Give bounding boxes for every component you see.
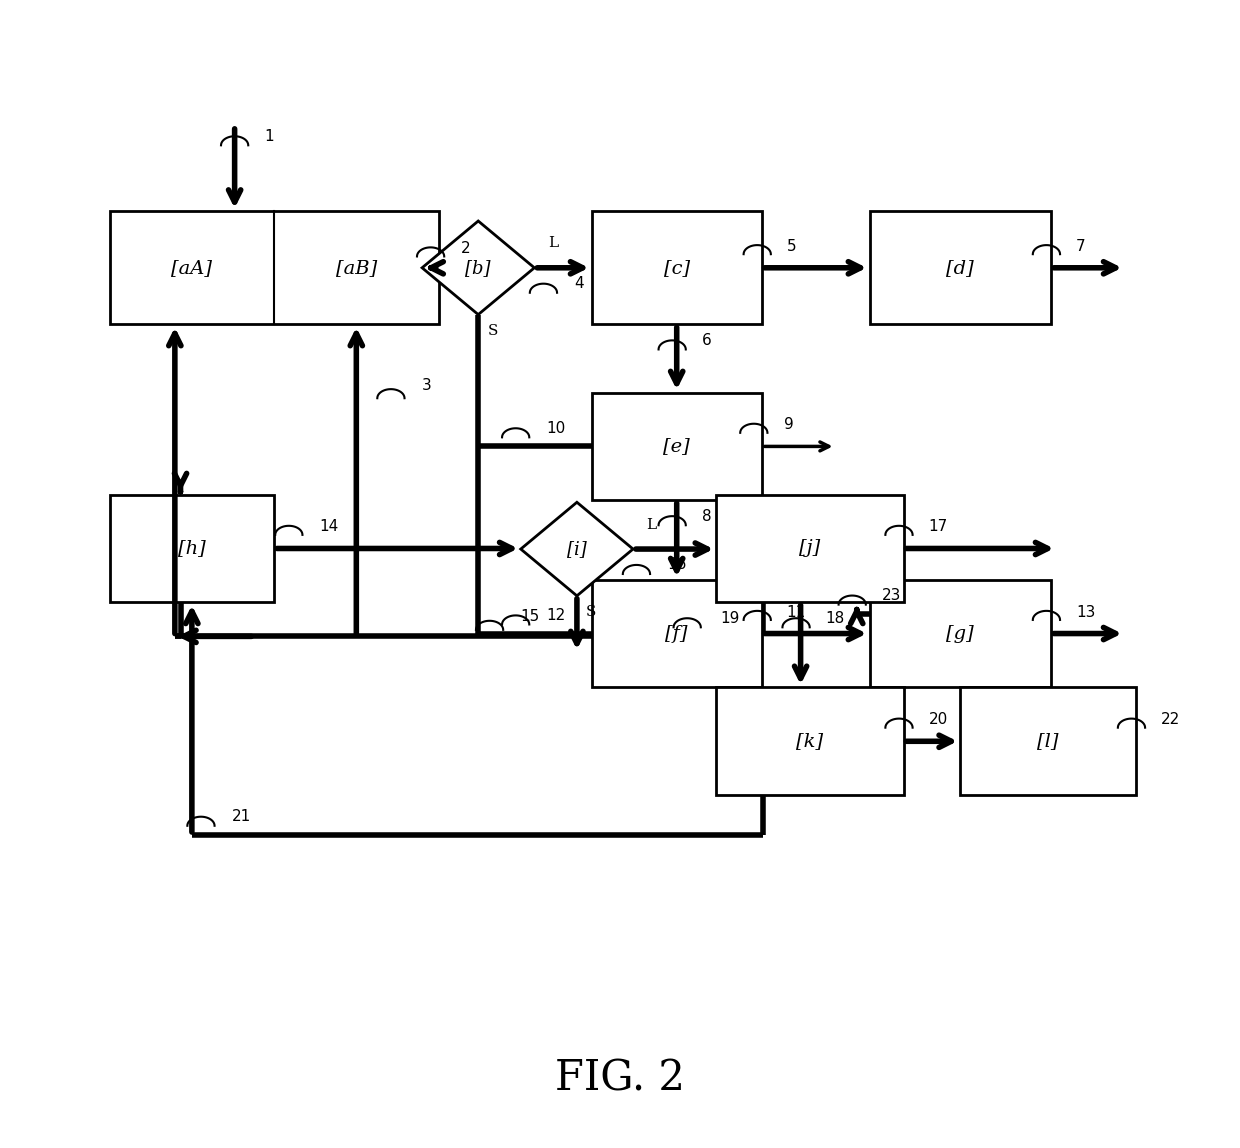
FancyBboxPatch shape	[960, 688, 1136, 796]
Text: [j]: [j]	[800, 540, 821, 558]
Text: S: S	[587, 605, 596, 619]
Text: 5: 5	[786, 239, 796, 254]
FancyBboxPatch shape	[869, 211, 1052, 325]
Text: FIG. 2: FIG. 2	[556, 1057, 684, 1100]
Text: [i]: [i]	[567, 540, 587, 558]
Text: 10: 10	[547, 421, 565, 436]
Text: S: S	[487, 324, 497, 338]
Text: 2: 2	[461, 241, 471, 256]
Text: 6: 6	[702, 333, 712, 348]
Text: 16: 16	[667, 558, 687, 573]
Text: 12: 12	[547, 608, 565, 623]
Text: 15: 15	[521, 608, 539, 623]
Text: L: L	[548, 236, 558, 250]
Text: 3: 3	[422, 379, 432, 394]
Text: [c]: [c]	[663, 258, 689, 277]
Text: 13: 13	[1076, 605, 1095, 620]
Text: 20: 20	[929, 712, 947, 728]
Text: [l]: [l]	[1038, 732, 1059, 751]
Text: 1: 1	[264, 129, 274, 144]
Text: 19: 19	[720, 611, 739, 626]
FancyBboxPatch shape	[591, 580, 761, 688]
Text: 8: 8	[702, 509, 712, 523]
Polygon shape	[521, 503, 634, 596]
Text: 23: 23	[882, 588, 901, 603]
Text: [b]: [b]	[465, 258, 491, 277]
Text: L: L	[646, 518, 657, 532]
Text: 7: 7	[1076, 239, 1085, 254]
Text: [g]: [g]	[946, 625, 975, 643]
FancyBboxPatch shape	[717, 495, 904, 603]
Text: 22: 22	[1161, 712, 1180, 728]
FancyBboxPatch shape	[591, 393, 761, 501]
Polygon shape	[422, 222, 534, 315]
Text: 17: 17	[929, 520, 947, 535]
Text: [aA]: [aA]	[171, 258, 212, 277]
Text: [e]: [e]	[663, 437, 691, 456]
FancyBboxPatch shape	[109, 495, 274, 603]
Text: 14: 14	[320, 520, 339, 535]
Text: 11: 11	[786, 605, 806, 620]
FancyBboxPatch shape	[869, 580, 1052, 688]
FancyBboxPatch shape	[109, 211, 439, 325]
Text: 18: 18	[826, 611, 844, 626]
Text: 4: 4	[574, 277, 584, 292]
Text: [h]: [h]	[179, 540, 206, 558]
FancyBboxPatch shape	[591, 211, 761, 325]
FancyBboxPatch shape	[717, 688, 904, 796]
Text: [k]: [k]	[796, 732, 823, 751]
Text: [aB]: [aB]	[336, 258, 377, 277]
Text: [d]: [d]	[946, 258, 975, 277]
Text: [f]: [f]	[666, 625, 688, 643]
Text: 21: 21	[232, 809, 250, 824]
Text: 9: 9	[785, 418, 794, 433]
